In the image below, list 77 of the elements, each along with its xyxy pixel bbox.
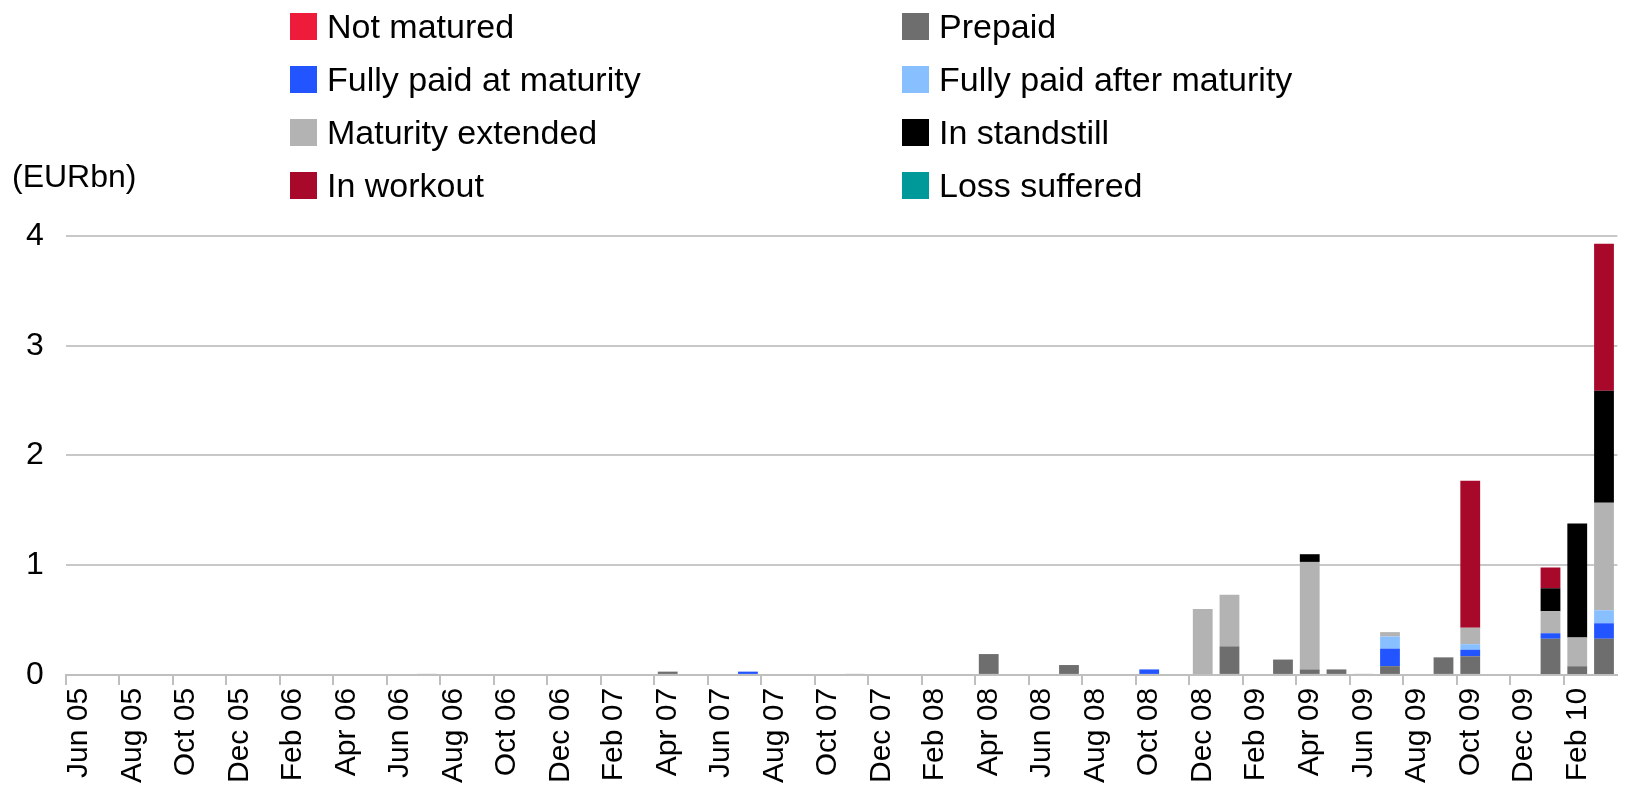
bar bbox=[1380, 632, 1400, 637]
legend-label: Not matured bbox=[327, 7, 515, 46]
x-tick-label: Feb 06 bbox=[274, 687, 308, 782]
bar bbox=[1567, 666, 1588, 674]
legend-label: Loss suffered bbox=[939, 166, 1143, 205]
bar bbox=[978, 654, 999, 674]
x-tick-label: Dec 08 bbox=[1184, 687, 1217, 783]
legend-label: In workout bbox=[327, 166, 484, 205]
bar bbox=[1460, 649, 1481, 657]
bar bbox=[1594, 638, 1614, 674]
bar bbox=[1540, 611, 1561, 634]
bar bbox=[1273, 659, 1293, 674]
x-tick-label: Oct 07 bbox=[809, 687, 843, 777]
x-tick-label: Feb 09 bbox=[1237, 687, 1271, 782]
bar bbox=[1567, 523, 1588, 638]
x-tick-label: Jun 07 bbox=[702, 687, 736, 778]
bar bbox=[1380, 636, 1400, 649]
bar bbox=[1460, 627, 1481, 645]
bar bbox=[1139, 669, 1160, 674]
x-tick-label: Apr 08 bbox=[969, 687, 1003, 777]
x-tick-label: Oct 08 bbox=[1130, 687, 1164, 777]
y-tick-label: 2 bbox=[26, 435, 44, 472]
y-tick-label: 0 bbox=[26, 654, 44, 691]
x-tick-label: Feb 08 bbox=[916, 687, 950, 782]
legend-label: In standstill bbox=[939, 113, 1110, 152]
bar bbox=[1540, 567, 1561, 589]
bar bbox=[1594, 610, 1614, 624]
bar bbox=[1594, 390, 1614, 503]
x-tick-label: Dec 05 bbox=[220, 687, 254, 783]
x-tick-label: Oct 06 bbox=[488, 687, 522, 777]
bar bbox=[1567, 637, 1588, 667]
bar bbox=[1380, 666, 1400, 674]
bar bbox=[1594, 243, 1614, 391]
legend-label: Maturity extended bbox=[327, 113, 598, 152]
x-tick-label: Apr 09 bbox=[1291, 687, 1324, 777]
x-tick-label: Aug 06 bbox=[434, 687, 468, 784]
bar bbox=[1219, 646, 1240, 674]
x-tick-label: Jun 06 bbox=[381, 687, 415, 778]
x-tick-label: Aug 08 bbox=[1076, 687, 1110, 784]
bar bbox=[1594, 502, 1614, 611]
x-tick-label: Aug 07 bbox=[755, 687, 789, 784]
legend-label: Fully paid at maturity bbox=[327, 60, 641, 99]
legend-label: Fully paid after maturity bbox=[939, 60, 1293, 99]
x-tick-label: Jun 09 bbox=[1344, 687, 1378, 778]
x-tick-label: Apr 06 bbox=[327, 687, 361, 777]
x-tick-label: Feb 07 bbox=[595, 687, 629, 782]
y-tick-label: 3 bbox=[26, 325, 44, 362]
bar bbox=[1460, 656, 1481, 674]
bar bbox=[1460, 644, 1481, 650]
x-tick-label: Jun 08 bbox=[1023, 687, 1057, 778]
x-tick-label: Oct 05 bbox=[167, 687, 201, 777]
x-tick-label: Dec 09 bbox=[1505, 687, 1539, 783]
bar bbox=[1059, 665, 1079, 674]
y-axis-title: (EURbn) bbox=[12, 158, 137, 195]
bar bbox=[1299, 554, 1320, 562]
x-tick-label: Apr 07 bbox=[648, 687, 682, 777]
bar bbox=[1540, 638, 1561, 674]
y-tick-label: 4 bbox=[26, 215, 44, 252]
bar bbox=[1326, 669, 1347, 674]
bar bbox=[1460, 480, 1481, 628]
y-tick-label: 1 bbox=[26, 545, 44, 582]
x-tick-label: Aug 05 bbox=[113, 687, 147, 784]
bar bbox=[1299, 669, 1320, 674]
x-tick-label: Oct 09 bbox=[1451, 687, 1485, 777]
x-tick-label: Aug 09 bbox=[1398, 687, 1432, 784]
bar bbox=[1540, 588, 1561, 612]
legend-label: Prepaid bbox=[939, 7, 1057, 46]
bar bbox=[1219, 594, 1240, 647]
bar bbox=[1433, 657, 1454, 674]
bar bbox=[1540, 633, 1561, 639]
bar bbox=[1380, 648, 1400, 667]
x-tick-label: Dec 07 bbox=[862, 687, 896, 783]
bar bbox=[1594, 623, 1614, 639]
x-tick-label: Feb 10 bbox=[1558, 687, 1592, 782]
x-tick-label: Dec 06 bbox=[541, 687, 575, 783]
x-tick-label: Jun 05 bbox=[60, 687, 94, 778]
bar bbox=[1299, 561, 1320, 670]
